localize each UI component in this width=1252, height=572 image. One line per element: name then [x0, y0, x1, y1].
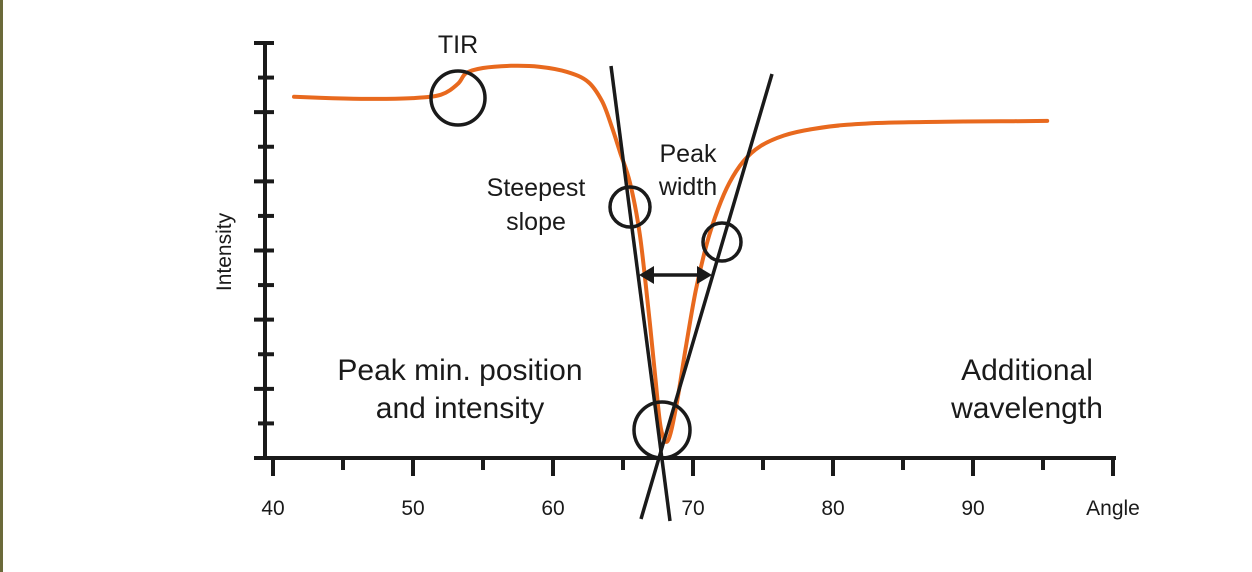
- peak-width-arrowhead-right: [697, 266, 712, 284]
- x-tick-label: 50: [401, 497, 424, 520]
- x-tick-label: 60: [541, 497, 564, 520]
- steepest-slope-tangent-left: [609, 65, 672, 522]
- x-axis-label: Angle: [1086, 497, 1140, 520]
- tir-marker-circle: [429, 69, 487, 127]
- steepest-slope-label-line2: slope: [506, 208, 566, 236]
- peak-width-label-line2: width: [658, 173, 717, 201]
- x-tick-label: 40: [261, 497, 284, 520]
- y-ticks: [254, 41, 274, 460]
- peak-minimum-marker-circle: [632, 400, 692, 460]
- tir-label: TIR: [438, 31, 478, 59]
- x-ticks: [271, 458, 1115, 476]
- peak-width-arrowhead-left: [639, 266, 654, 284]
- x-tick-label: 80: [821, 497, 844, 520]
- steepest-slope-marker-circle: [608, 185, 652, 229]
- left-edge-strip: [0, 0, 3, 572]
- steepest-slope-label-line1: Steepest: [487, 174, 586, 202]
- additional-wavelength-label-line2: wavelength: [950, 392, 1103, 425]
- peak-width-marker-circle: [701, 221, 743, 263]
- x-tick-label: 90: [961, 497, 984, 520]
- peak-width-label-line1: Peak: [660, 140, 717, 168]
- x-tick-label: 70: [681, 497, 704, 520]
- y-axis-label: Intensity: [213, 212, 236, 291]
- peak-min-label-line1: Peak min. position: [337, 354, 582, 387]
- x-tick-labels: 40 50 60 70 80 90: [261, 497, 984, 520]
- peak-min-label-line2: and intensity: [376, 392, 544, 425]
- additional-wavelength-label-line1: Additional: [961, 354, 1093, 387]
- steepest-slope-tangent-right: [639, 73, 774, 520]
